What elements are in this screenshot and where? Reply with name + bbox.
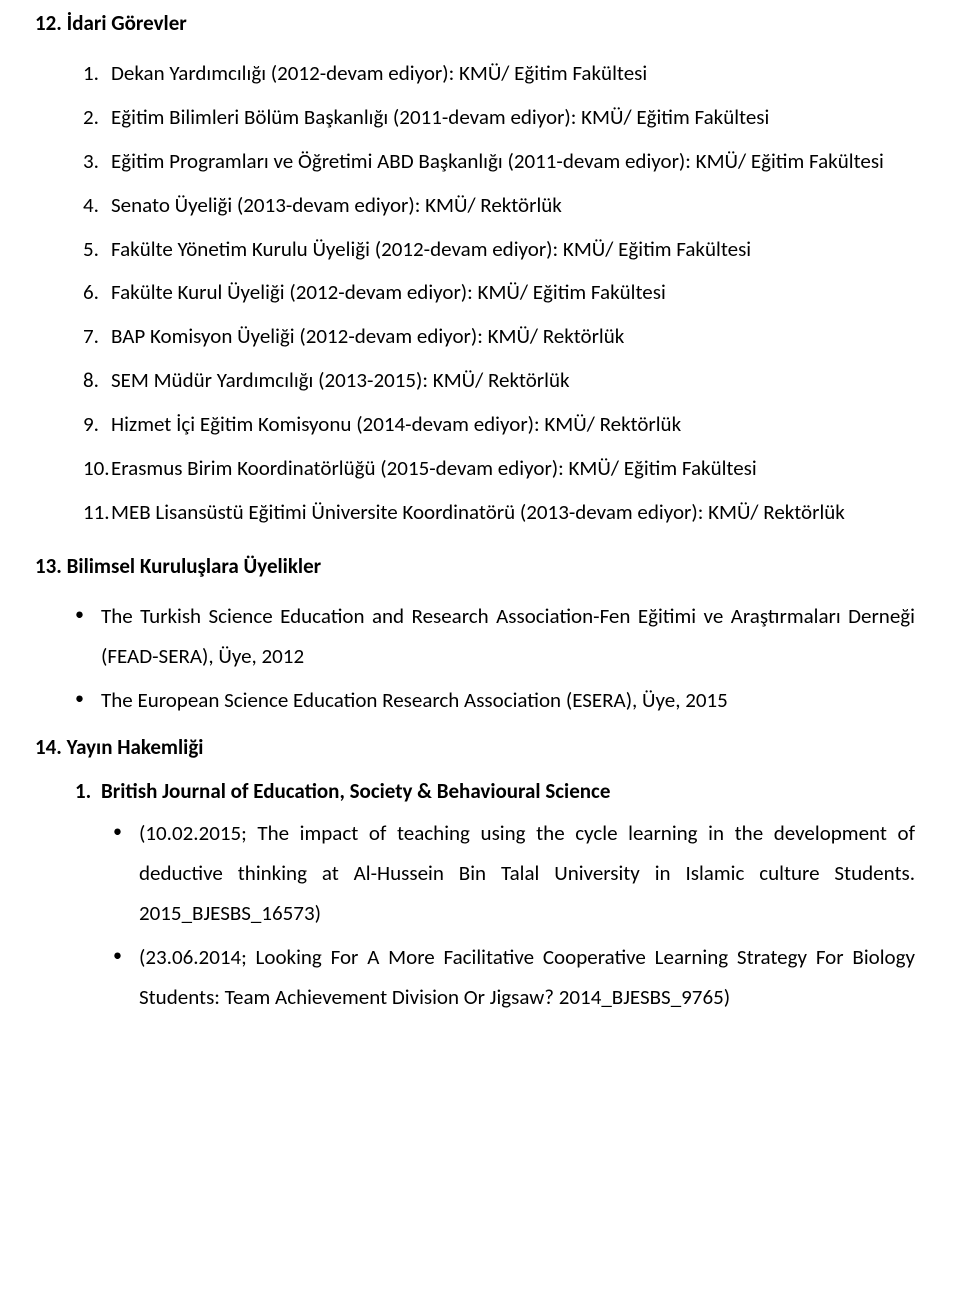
section-14-sub-list: •(10.02.2015; The impact of teaching usi… [45,814,915,1017]
list-item: 10.Erasmus Birim Koordinatörlüğü (2015-d… [83,449,915,489]
list-item: •The Turkish Science Education and Resea… [75,597,915,677]
document-page: 12. İdari Görevler 1.Dekan Yardımcılığı … [0,0,960,1300]
item-text: Hizmet İçi Eğitim Komisyonu (2014-devam … [111,405,915,445]
list-item: 8.SEM Müdür Yardımcılığı (2013-2015): KM… [83,361,915,401]
list-item: 3.Eğitim Programları ve Öğretimi ABD Baş… [83,142,915,182]
section-14-subheading: 1.British Journal of Education, Society … [45,778,915,804]
section-12-list: 1.Dekan Yardımcılığı (2012-devam ediyor)… [45,54,915,533]
item-number: 9. [83,405,111,445]
item-text: SEM Müdür Yardımcılığı (2013-2015): KMÜ/… [111,361,915,401]
item-number: 7. [83,317,111,357]
item-number: 1. [75,778,101,804]
list-item: 4.Senato Üyeliği (2013-devam ediyor): KM… [83,186,915,226]
section-13-list: •The Turkish Science Education and Resea… [45,597,915,721]
bullet-icon: • [75,681,101,721]
sub-title: British Journal of Education, Society & … [101,778,610,804]
item-text: BAP Komisyon Üyeliği (2012-devam ediyor)… [111,317,915,357]
item-number: 4. [83,186,111,226]
bullet-icon: • [75,597,101,677]
list-item: 7.BAP Komisyon Üyeliği (2012-devam ediyo… [83,317,915,357]
bullet-icon: • [113,938,139,1018]
item-text: Fakülte Yönetim Kurulu Üyeliği (2012-dev… [111,230,915,270]
list-item: 5.Fakülte Yönetim Kurulu Üyeliği (2012-d… [83,230,915,270]
section-13-heading: 13. Bilimsel Kuruluşlara Üyelikler [35,553,915,579]
list-item: 6.Fakülte Kurul Üyeliği (2012-devam ediy… [83,273,915,313]
item-text: Eğitim Bilimleri Bölüm Başkanlığı (2011-… [111,98,915,138]
item-text: Dekan Yardımcılığı (2012-devam ediyor): … [111,54,915,94]
section-14-heading: 14. Yayın Hakemliği [35,734,915,760]
item-text: Erasmus Birim Koordinatörlüğü (2015-deva… [111,449,915,489]
item-text: Fakülte Kurul Üyeliği (2012-devam ediyor… [111,273,915,313]
item-number: 2. [83,98,111,138]
item-text: The European Science Education Research … [101,681,915,721]
item-number: 8. [83,361,111,401]
bullet-icon: • [113,814,139,934]
item-text: (23.06.2014; Looking For A More Facilita… [139,938,915,1018]
list-item: •The European Science Education Research… [75,681,915,721]
list-item: 9.Hizmet İçi Eğitim Komisyonu (2014-deva… [83,405,915,445]
item-text: The Turkish Science Education and Resear… [101,597,915,677]
list-item: 2.Eğitim Bilimleri Bölüm Başkanlığı (201… [83,98,915,138]
item-text: MEB Lisansüstü Eğitimi Üniversite Koordi… [111,493,915,533]
item-text: Senato Üyeliği (2013-devam ediyor): KMÜ/… [111,186,915,226]
section-12-heading: 12. İdari Görevler [35,10,915,36]
list-item: 11.MEB Lisansüstü Eğitimi Üniversite Koo… [83,493,915,533]
item-number: 1. [83,54,111,94]
item-text: Eğitim Programları ve Öğretimi ABD Başka… [111,142,915,182]
list-item: 1.Dekan Yardımcılığı (2012-devam ediyor)… [83,54,915,94]
item-number: 5. [83,230,111,270]
item-number: 6. [83,273,111,313]
item-text: (10.02.2015; The impact of teaching usin… [139,814,915,934]
list-item: •(10.02.2015; The impact of teaching usi… [113,814,915,934]
item-number: 11. [83,493,111,533]
item-number: 10. [83,449,111,489]
item-number: 3. [83,142,111,182]
list-item: •(23.06.2014; Looking For A More Facilit… [113,938,915,1018]
